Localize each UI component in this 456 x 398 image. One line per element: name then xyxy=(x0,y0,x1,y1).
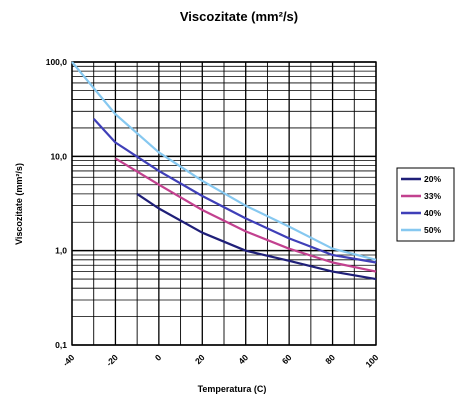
y-tick-label: 10,0 xyxy=(50,151,67,161)
y-tick-label: 100,0 xyxy=(46,57,68,67)
x-tick-label: 80 xyxy=(323,352,337,366)
plot-grid xyxy=(71,61,377,346)
x-tick-label: 0 xyxy=(153,352,164,363)
x-tick-label: -20 xyxy=(104,352,120,368)
x-tick-label: 100 xyxy=(363,352,380,369)
legend-label: 20% xyxy=(424,174,441,184)
x-axis-label: Temperatura (C) xyxy=(198,384,267,394)
x-tick-label: 60 xyxy=(280,352,294,366)
x-tick-label: 40 xyxy=(236,352,250,366)
series-line-2 xyxy=(92,118,377,264)
y-tick-label: 1,0 xyxy=(55,246,67,256)
series-line-3 xyxy=(71,61,377,261)
legend-label: 33% xyxy=(424,191,441,201)
x-tick-label: 20 xyxy=(193,352,207,366)
y-axis-ticks: 0,1 1,0 10,0 100,0 xyxy=(46,57,68,350)
y-tick-label: 0,1 xyxy=(55,340,67,350)
x-tick-label: -40 xyxy=(61,352,77,368)
series-lines xyxy=(71,61,377,281)
series-line-1 xyxy=(114,157,377,273)
series-line-0 xyxy=(136,192,377,281)
legend-label: 50% xyxy=(424,225,441,235)
legend-label: 40% xyxy=(424,208,441,218)
legend: 20% 33% 40% 50% xyxy=(396,167,455,242)
chart-title: Viscozitate (mm²/s) xyxy=(180,9,298,24)
x-axis-ticks: -40 -20 0 20 40 60 80 100 xyxy=(61,352,381,369)
y-axis-label: Viscozitate (mm²/s) xyxy=(14,163,24,245)
